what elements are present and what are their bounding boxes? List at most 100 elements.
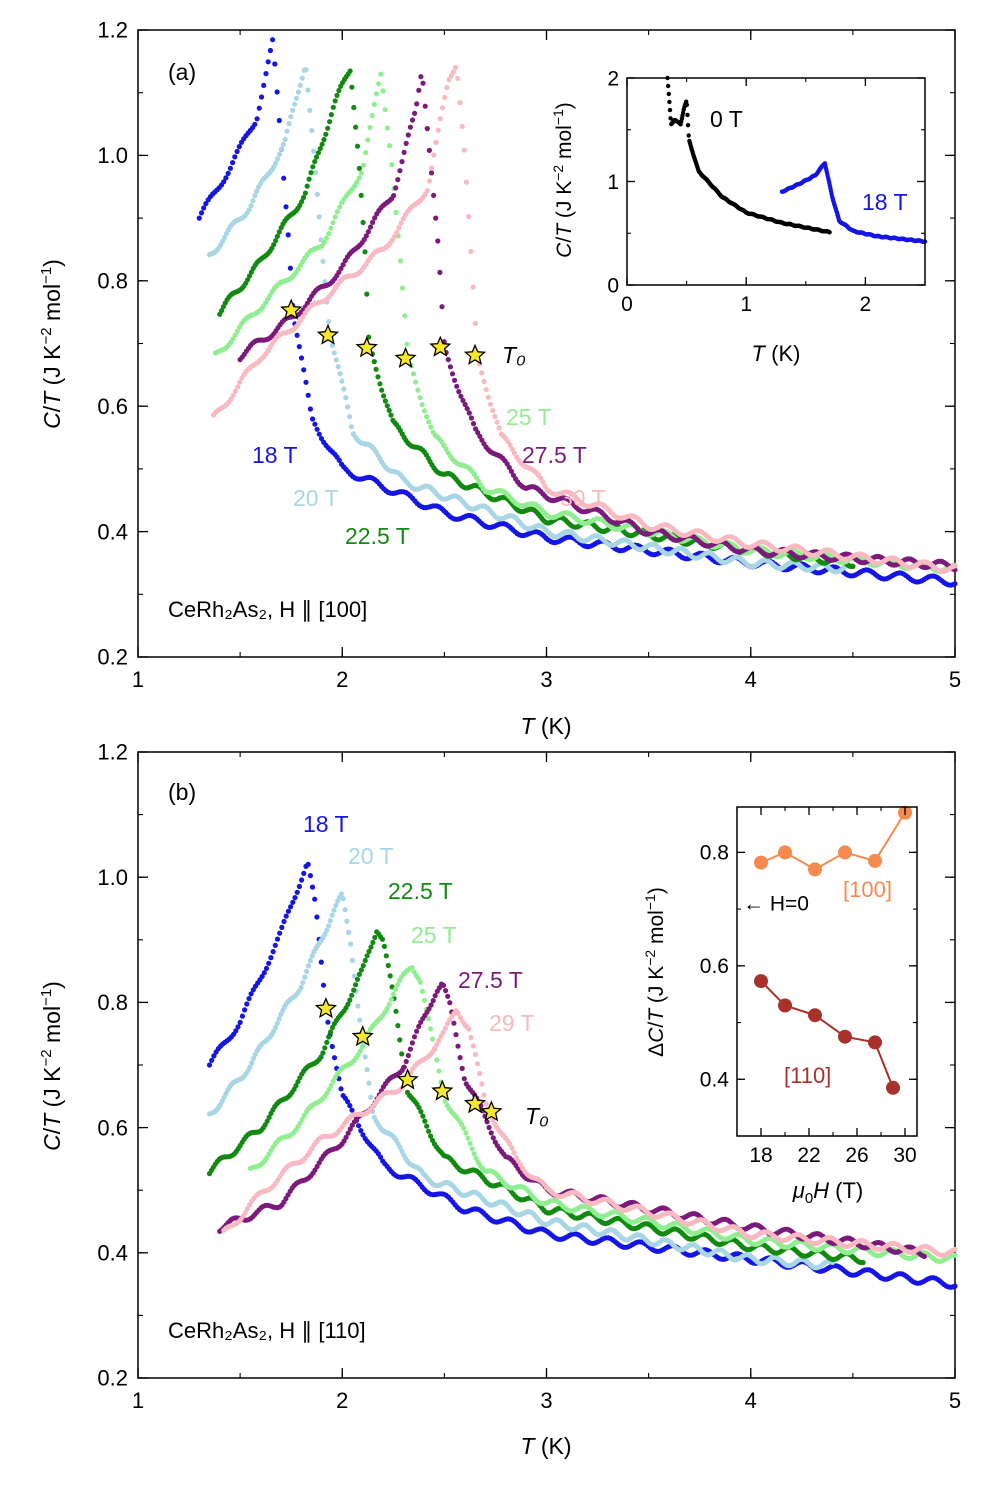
data-point bbox=[431, 152, 437, 158]
data-point bbox=[457, 1055, 463, 1061]
data-point bbox=[337, 204, 343, 210]
data-point bbox=[470, 421, 477, 427]
data-point bbox=[494, 419, 500, 425]
data-point bbox=[485, 394, 491, 400]
data-point bbox=[428, 170, 435, 176]
data-point bbox=[309, 884, 316, 890]
data-point bbox=[479, 1081, 485, 1087]
a-t0-label: T₀ bbox=[502, 342, 526, 368]
data-point bbox=[424, 188, 430, 194]
data-point bbox=[345, 404, 351, 410]
data-point bbox=[431, 1046, 438, 1052]
b-t0-label: T₀ bbox=[525, 1103, 549, 1129]
data-point bbox=[422, 191, 428, 198]
data-point bbox=[453, 64, 459, 70]
data-point bbox=[236, 144, 242, 150]
data-point bbox=[685, 112, 690, 118]
data-point bbox=[460, 397, 466, 404]
data-point bbox=[299, 75, 305, 81]
data-point bbox=[443, 988, 449, 994]
data-point bbox=[428, 1026, 434, 1032]
y-tick-label: 0.8 bbox=[97, 269, 128, 294]
data-point bbox=[295, 89, 301, 95]
data-point bbox=[254, 188, 260, 194]
data-point bbox=[330, 104, 336, 110]
data-point bbox=[417, 979, 423, 985]
data-point bbox=[209, 1057, 215, 1063]
data-point bbox=[320, 1050, 326, 1056]
a-label-27-5T: 27.5 T bbox=[522, 442, 587, 468]
x-tick-label: 4 bbox=[745, 667, 757, 692]
data-point bbox=[250, 198, 256, 204]
inset-data-point bbox=[868, 1035, 882, 1050]
data-point bbox=[397, 168, 403, 174]
data-point bbox=[276, 151, 283, 157]
y-tick-label: 1.2 bbox=[97, 740, 128, 765]
data-point bbox=[336, 87, 342, 94]
data-point bbox=[413, 379, 419, 385]
data-point bbox=[473, 1155, 479, 1162]
data-point bbox=[481, 378, 487, 385]
data-point bbox=[422, 103, 428, 109]
data-point bbox=[444, 1021, 451, 1027]
data-point bbox=[373, 366, 379, 372]
data-point bbox=[312, 159, 318, 165]
data-point bbox=[278, 1011, 284, 1018]
y-tick-label: 1.0 bbox=[97, 143, 128, 168]
data-point bbox=[378, 71, 384, 77]
data-point bbox=[271, 242, 277, 248]
y-tick-label: 1 bbox=[607, 171, 619, 194]
data-point bbox=[416, 87, 422, 93]
inset-series-110 bbox=[754, 974, 900, 1095]
data-point bbox=[343, 395, 349, 401]
data-point bbox=[234, 328, 240, 334]
data-point bbox=[456, 389, 462, 395]
series-20-t bbox=[206, 67, 856, 575]
data-point bbox=[351, 104, 357, 111]
a-label-18T: 18 T bbox=[252, 442, 298, 468]
data-point bbox=[328, 1082, 334, 1088]
data-point bbox=[230, 336, 236, 342]
data-point bbox=[286, 121, 292, 127]
data-point bbox=[431, 192, 437, 198]
data-point bbox=[417, 395, 423, 401]
data-point bbox=[488, 1130, 494, 1136]
data-point bbox=[287, 265, 293, 271]
data-point bbox=[309, 128, 315, 134]
bi-label-110: [110] bbox=[784, 1063, 831, 1088]
data-point bbox=[457, 1015, 463, 1021]
data-point bbox=[300, 980, 306, 986]
data-point bbox=[435, 127, 441, 133]
data-point bbox=[326, 319, 332, 325]
data-point bbox=[254, 116, 260, 122]
data-point bbox=[952, 1246, 958, 1253]
data-point bbox=[429, 165, 435, 171]
data-point bbox=[461, 1125, 467, 1131]
y-tick-label: 0.8 bbox=[97, 990, 128, 1015]
data-point bbox=[274, 233, 280, 239]
data-point bbox=[490, 1135, 496, 1141]
data-point bbox=[331, 350, 337, 356]
data-point bbox=[242, 1210, 248, 1216]
data-point bbox=[311, 148, 317, 154]
b-label-22-5T: 22.5 T bbox=[388, 878, 453, 904]
x-tick-label: 0 bbox=[621, 293, 633, 316]
data-point bbox=[353, 124, 359, 130]
data-point bbox=[511, 1150, 517, 1156]
data-point bbox=[952, 581, 958, 587]
data-point bbox=[295, 1079, 301, 1085]
data-point bbox=[354, 976, 361, 983]
inset-data-point bbox=[868, 853, 882, 868]
data-point bbox=[436, 1068, 442, 1074]
data-point bbox=[397, 1037, 403, 1043]
data-point bbox=[354, 143, 361, 149]
data-point bbox=[393, 1008, 399, 1014]
data-point bbox=[339, 378, 345, 384]
data-point bbox=[299, 877, 305, 883]
data-point bbox=[314, 914, 320, 920]
data-point bbox=[445, 993, 451, 999]
data-point bbox=[440, 1029, 446, 1036]
data-point bbox=[426, 1128, 432, 1134]
data-point bbox=[404, 341, 410, 347]
data-point bbox=[459, 123, 465, 130]
